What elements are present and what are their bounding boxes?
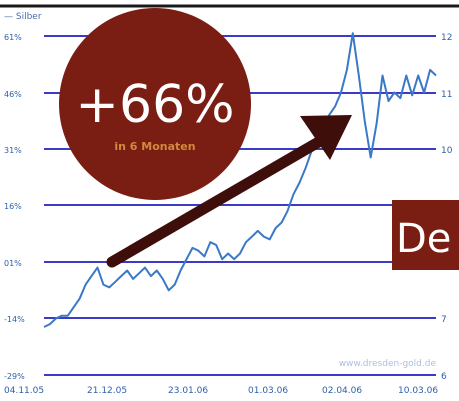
right-tick-label: 11 bbox=[441, 90, 452, 100]
left-tick-label: 01% bbox=[4, 259, 22, 268]
watermark: www.dresden-gold.de bbox=[339, 359, 437, 369]
badge-subtext: in 6 Monaten bbox=[114, 140, 195, 153]
x-axis-labels: 04.11.05 21.12.05 23.01.06 01.03.06 02.04.06… bbox=[4, 386, 438, 396]
left-tick-label: 61% bbox=[4, 33, 22, 42]
x-tick-label: 23.01.06 bbox=[168, 386, 208, 396]
left-tick-label: -29% bbox=[4, 372, 25, 381]
x-tick-label: 10.03.06 bbox=[398, 386, 438, 396]
left-tick-label: 31% bbox=[4, 146, 22, 155]
right-tick-label: 12 bbox=[441, 33, 452, 43]
badge-percent: +66% bbox=[75, 75, 234, 135]
left-tick-label: 46% bbox=[4, 90, 22, 99]
left-axis-labels: 61% 46% 31% 16% 01% -14% -29% bbox=[4, 33, 25, 381]
right-banner: De bbox=[392, 200, 459, 270]
legend-label: — Silber bbox=[4, 12, 42, 22]
series-line bbox=[43, 32, 437, 328]
x-tick-label: 02.04.06 bbox=[322, 386, 362, 396]
x-tick-label: 21.12.05 bbox=[87, 386, 127, 396]
left-tick-label: 16% bbox=[4, 202, 22, 211]
x-tick-label: 04.11.05 bbox=[4, 386, 44, 396]
x-tick-label: 01.03.06 bbox=[248, 386, 288, 396]
right-tick-label: 7 bbox=[441, 315, 447, 325]
right-banner-text: De bbox=[396, 216, 451, 262]
right-tick-label: 6 bbox=[441, 372, 447, 382]
up-arrow bbox=[106, 115, 352, 268]
percent-badge: +66% in 6 Monaten bbox=[59, 8, 251, 200]
left-tick-label: -14% bbox=[4, 315, 25, 324]
right-tick-label: 10 bbox=[441, 146, 453, 156]
